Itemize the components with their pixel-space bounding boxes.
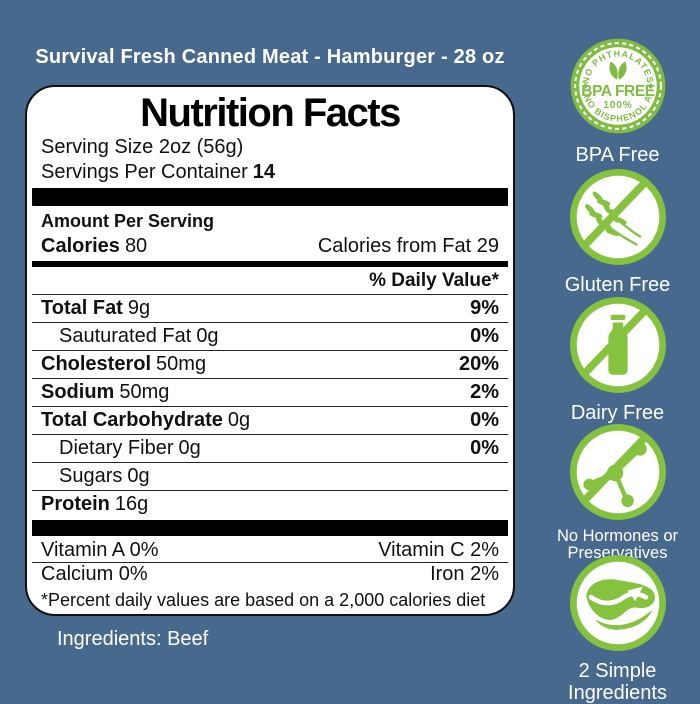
- nutrient-amount: 0g: [127, 465, 150, 487]
- nutrient-name: Sugars: [59, 465, 123, 487]
- calcium-value: Calcium 0%: [41, 563, 148, 585]
- bpa-free-seal-icon: NO PHTHALATES NO BISPHENOL A BPA FREE 10…: [570, 38, 665, 134]
- nutrition-facts-panel: Nutrition Facts Serving Size 2oz (56g) S…: [25, 85, 515, 616]
- steak-icon: [569, 555, 666, 651]
- nutrient-dv: 9%: [470, 297, 499, 319]
- badge-title-text: BPA FREE: [581, 83, 654, 100]
- nutrient-amount: 50mg: [119, 381, 170, 403]
- milk-bottle-icon: [607, 314, 628, 375]
- gluten-free-badge: Gluten Free: [527, 169, 700, 296]
- vitamin-c-value: Vitamin C 2%: [378, 539, 499, 561]
- nutrient-name: Protein: [41, 493, 110, 515]
- ingredients-line: Ingredients: Beef: [57, 628, 209, 650]
- servings-per-container-value: 14: [252, 161, 276, 183]
- nutrient-name: Cholesterol: [41, 353, 152, 375]
- molecule-icon: [582, 442, 647, 508]
- molecule-slash-icon: [569, 424, 666, 520]
- servings-per-container-line: Servings Per Container 14: [32, 160, 508, 185]
- nutrient-dv: 20%: [458, 353, 499, 375]
- meat-cut-icon: [585, 579, 655, 630]
- nutrient-amount: 9g: [127, 297, 151, 319]
- vitamin-a-value: Vitamin A 0%: [41, 539, 159, 561]
- leaf-icon: [608, 61, 627, 80]
- dairy-free-caption: Dairy Free: [570, 402, 665, 424]
- nutrient-name: Total Carbohydrate: [41, 409, 223, 431]
- daily-value-header: % Daily Value*: [32, 267, 508, 295]
- nutrient-row-saturated-fat: Sauturated Fat 0g 0%: [32, 323, 508, 351]
- simple-ingredients-badge: 2 Simple Ingredients: [527, 555, 700, 704]
- nutrient-row-total-carbohydrate: Total Carbohydrate 0g 0%: [32, 407, 508, 435]
- divider-bar-thick-bottom: [32, 520, 508, 536]
- nutrient-amount: 50mg: [156, 353, 207, 375]
- calories-row: Calories 80 Calories from Fat 29: [32, 233, 508, 259]
- gluten-free-caption: Gluten Free: [564, 274, 671, 296]
- amount-per-serving-label: Amount Per Serving: [41, 211, 215, 231]
- divider-bar-thick-top: [32, 188, 508, 206]
- nutrient-name: Total Fat: [41, 297, 123, 319]
- nutrient-row-protein: Protein 16g: [32, 491, 508, 518]
- no-hormones-caption-line1: No Hormones or: [556, 527, 679, 545]
- nutrient-dv: 0%: [470, 409, 499, 431]
- nutrient-row-dietary-fiber: Dietary Fiber 0g 0%: [32, 435, 508, 463]
- nutrient-name: Dietary Fiber: [59, 437, 174, 459]
- calories-value: 80: [124, 235, 148, 257]
- no-hormones-caption-line2: Preservatives: [567, 544, 668, 562]
- bpa-free-badge: NO PHTHALATES NO BISPHENOL A BPA FREE 10…: [527, 37, 700, 166]
- calories-from-fat: Calories from Fat 29: [317, 235, 499, 257]
- nutrient-amount: 0g: [178, 437, 201, 459]
- daily-value-footnote: *Percent daily values are based on a 2,0…: [41, 590, 486, 610]
- no-hormones-caption: No Hormones or Preservatives: [527, 528, 700, 562]
- nutrient-amount: 0g: [227, 409, 251, 431]
- calories-left: Calories 80: [41, 233, 147, 259]
- nutrient-name: Sodium: [41, 381, 115, 403]
- micro-row-minerals: Calcium 0% Iron 2%: [32, 563, 508, 586]
- nutrient-name: Sauturated Fat: [59, 325, 192, 347]
- nutrient-dv: 2%: [470, 381, 499, 403]
- nutrient-dv: 0%: [470, 325, 499, 347]
- servings-per-container-label: Servings Per Container: [41, 161, 248, 183]
- milk-bottle-slash-icon: [569, 297, 666, 393]
- nutrient-amount: 16g: [114, 493, 149, 515]
- nutrient-dv: 0%: [470, 437, 499, 459]
- nutrient-row-sugars: Sugars 0g: [32, 463, 508, 491]
- dairy-free-badge: Dairy Free: [527, 297, 700, 424]
- serving-size-line: Serving Size 2oz (56g): [41, 136, 244, 158]
- no-hormones-badge: No Hormones or Preservatives: [527, 424, 700, 562]
- micro-row-vitamins: Vitamin A 0% Vitamin C 2%: [32, 539, 508, 563]
- iron-value: Iron 2%: [430, 563, 499, 585]
- divider-bar-medium: [32, 261, 508, 267]
- product-title: Survival Fresh Canned Meat - Hamburger -…: [35, 46, 505, 68]
- calories-label: Calories: [41, 235, 120, 257]
- nutrient-amount: 0g: [196, 325, 219, 347]
- nutrient-row-cholesterol: Cholesterol 50mg 20%: [32, 351, 508, 379]
- simple-ingredients-caption: 2 Simple Ingredients: [568, 660, 667, 704]
- nutrient-row-sodium: Sodium 50mg 2%: [32, 379, 508, 407]
- wheat-slash-icon: [569, 169, 666, 265]
- bpa-free-caption: BPA Free: [575, 144, 660, 166]
- nutrition-facts-title: Nutrition Facts: [140, 91, 401, 135]
- nutrient-row-total-fat: Total Fat 9g 9%: [32, 295, 508, 323]
- wheat-icon: [584, 191, 642, 246]
- badge-subtitle-text: 100%: [603, 100, 632, 111]
